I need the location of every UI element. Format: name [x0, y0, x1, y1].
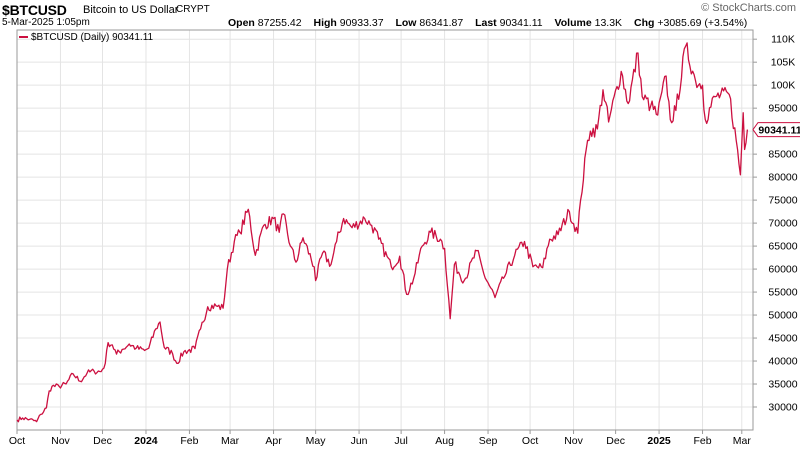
x-tick-label: Feb [693, 435, 711, 447]
y-tick-label: 95000 [768, 103, 797, 115]
last-value-tag-box [752, 122, 800, 138]
y-tick-label: 45000 [768, 333, 797, 345]
y-tick-label: 30000 [768, 402, 797, 414]
chart-header: $BTCUSD Bitcoin to US Dollar CRYPT 5-Mar… [0, 0, 800, 32]
last-value-tag-label: 90341.11 [758, 124, 800, 136]
x-tick-label: 2025 [647, 435, 671, 447]
ohlc-summary: Open 87255.42 High 90933.37 Low 86341.87… [228, 17, 747, 29]
quote-date: 5-Mar-2025 1:05pm [2, 17, 90, 28]
plot-border [16, 29, 754, 431]
chart-legend: $BTCUSD (Daily) 90341.11 [19, 32, 153, 43]
last-value: 90341.11 [499, 17, 543, 29]
x-tick-label: Mar [733, 435, 752, 447]
low-value: 86341.87 [419, 17, 464, 29]
y-axis: 30000 35000 40000 45000 50000 55000 60000 65000… [753, 34, 798, 414]
x-tick-label: Oct [9, 435, 25, 447]
symbol-title: $BTCUSD [2, 2, 67, 18]
low-label: Low [395, 17, 417, 29]
high-label: High [313, 17, 337, 29]
volume-label: Volume [554, 17, 592, 29]
x-tick-label: Apr [265, 435, 282, 447]
y-tick-label: 60000 [768, 264, 797, 276]
x-tick-label: May [306, 435, 327, 447]
open-value: 87255.42 [257, 17, 302, 29]
y-tick-label: 85000 [768, 149, 797, 161]
symbol-description: Bitcoin to US Dollar [83, 4, 179, 16]
y-tick-label: 110K [771, 34, 795, 46]
y-tick-label: 50000 [768, 310, 797, 322]
brand-watermark: © StockCharts.com [701, 2, 796, 14]
chg-value: +3085.69 (+3.54%) [657, 17, 748, 29]
x-tick-label: Oct [522, 435, 538, 447]
legend-label: $BTCUSD (Daily) 90341.11 [31, 32, 154, 43]
high-value: 90933.37 [339, 17, 384, 29]
chg-label: Chg [634, 17, 655, 29]
x-tick-label: Sep [479, 435, 498, 447]
x-tick-label: Jun [351, 435, 368, 447]
x-tick-label: Nov [564, 435, 583, 447]
x-axis: Oct Nov Dec 2024 Feb Mar Apr May Jun Jul Aug Sep Oct… [9, 430, 751, 447]
volume-value: 13.3K [594, 17, 623, 29]
y-tick-label: 65000 [768, 241, 797, 253]
x-tick-label: 2024 [134, 435, 158, 447]
y-tick-label: 105K [771, 57, 796, 69]
price-line [16, 42, 749, 423]
legend-swatch [19, 36, 28, 39]
y-tick-label: 70000 [768, 218, 797, 230]
y-tick-label: 100K [771, 80, 796, 92]
x-tick-label: Mar [221, 435, 240, 447]
y-tick-label: 35000 [768, 379, 797, 391]
chart-grid [16, 30, 753, 430]
x-tick-label: Dec [93, 435, 112, 447]
x-tick-label: Dec [606, 435, 625, 447]
last-label: Last [475, 17, 497, 29]
x-tick-label: Feb [180, 435, 198, 447]
y-tick-label: 55000 [768, 287, 797, 299]
exchange-label: CRYPT [176, 4, 210, 15]
open-label: Open [228, 17, 255, 29]
y-tick-label: 75000 [768, 195, 797, 207]
y-tick-label: 40000 [768, 356, 797, 368]
x-tick-label: Aug [435, 435, 454, 447]
last-value-tag: 90341.11 [752, 122, 800, 138]
y-tick-label: 80000 [768, 172, 797, 184]
x-tick-label: Jul [394, 435, 407, 447]
x-tick-label: Nov [51, 435, 70, 447]
